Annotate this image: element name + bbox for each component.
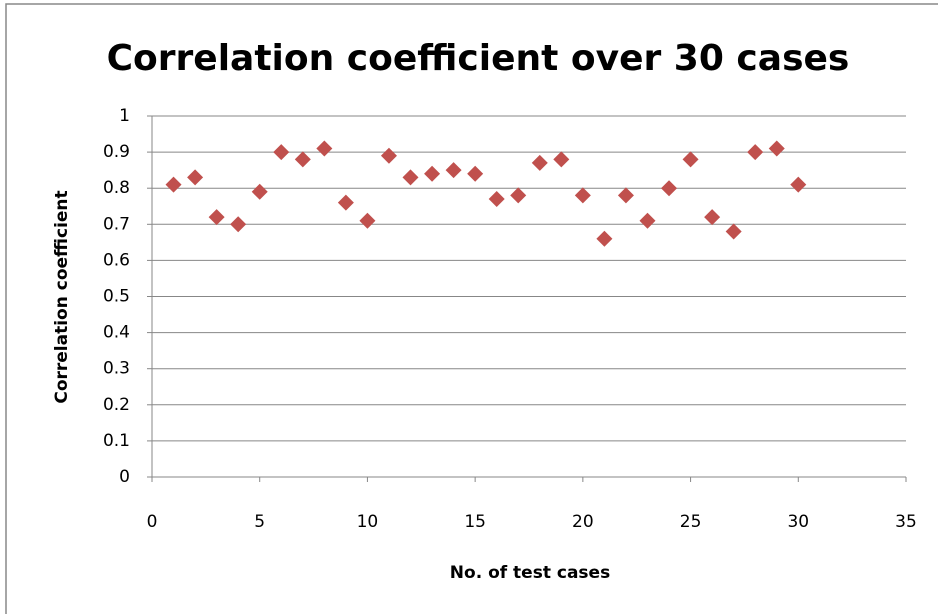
x-tick-label: 5 (254, 512, 265, 532)
y-tick-label: 0.9 (103, 142, 130, 162)
marker (510, 187, 527, 204)
x-tick-label: 10 (357, 512, 379, 532)
marker (553, 151, 570, 168)
y-axis-label: Correlation coefficient (52, 190, 72, 403)
marker (208, 209, 225, 226)
y-tick-label: 0.8 (103, 178, 130, 198)
marker (402, 169, 419, 186)
chart-title: Correlation coefficient over 30 cases (107, 38, 850, 79)
marker (424, 165, 441, 182)
marker (273, 144, 290, 161)
marker (682, 151, 699, 168)
marker (337, 194, 354, 211)
marker (488, 191, 505, 208)
marker (768, 140, 785, 157)
marker (165, 176, 182, 193)
y-tick-label: 0.5 (103, 287, 130, 307)
y-tick-label: 1 (119, 106, 130, 126)
marker (445, 162, 462, 179)
y-tick-label: 0.6 (103, 250, 130, 270)
x-tick-label: 35 (895, 512, 917, 532)
marker (187, 169, 204, 186)
marker (617, 187, 634, 204)
marker (294, 151, 311, 168)
marker (316, 140, 333, 157)
marker (639, 212, 656, 229)
y-tick-label: 0.7 (103, 214, 130, 234)
chart-frame (5, 3, 938, 614)
y-tick-label: 0.3 (103, 359, 130, 379)
marker (747, 144, 764, 161)
y-tick-label: 0.1 (103, 431, 130, 451)
marker (230, 216, 247, 233)
marker (661, 180, 678, 197)
marker (531, 154, 548, 171)
x-tick-label: 30 (787, 512, 809, 532)
y-tick-label: 0.4 (103, 323, 130, 343)
marker (467, 165, 484, 182)
marker (574, 187, 591, 204)
marker (596, 230, 613, 247)
x-tick-label: 20 (572, 512, 594, 532)
x-axis-label: No. of test cases (450, 563, 610, 583)
marker (380, 147, 397, 164)
marker (704, 209, 721, 226)
marker (251, 183, 268, 200)
x-tick-label: 25 (680, 512, 702, 532)
marker (725, 223, 742, 240)
marker (790, 176, 807, 193)
x-tick-label: 15 (464, 512, 486, 532)
y-tick-label: 0 (119, 467, 130, 487)
marker (359, 212, 376, 229)
y-tick-label: 0.2 (103, 395, 130, 415)
x-tick-label: 0 (147, 512, 158, 532)
